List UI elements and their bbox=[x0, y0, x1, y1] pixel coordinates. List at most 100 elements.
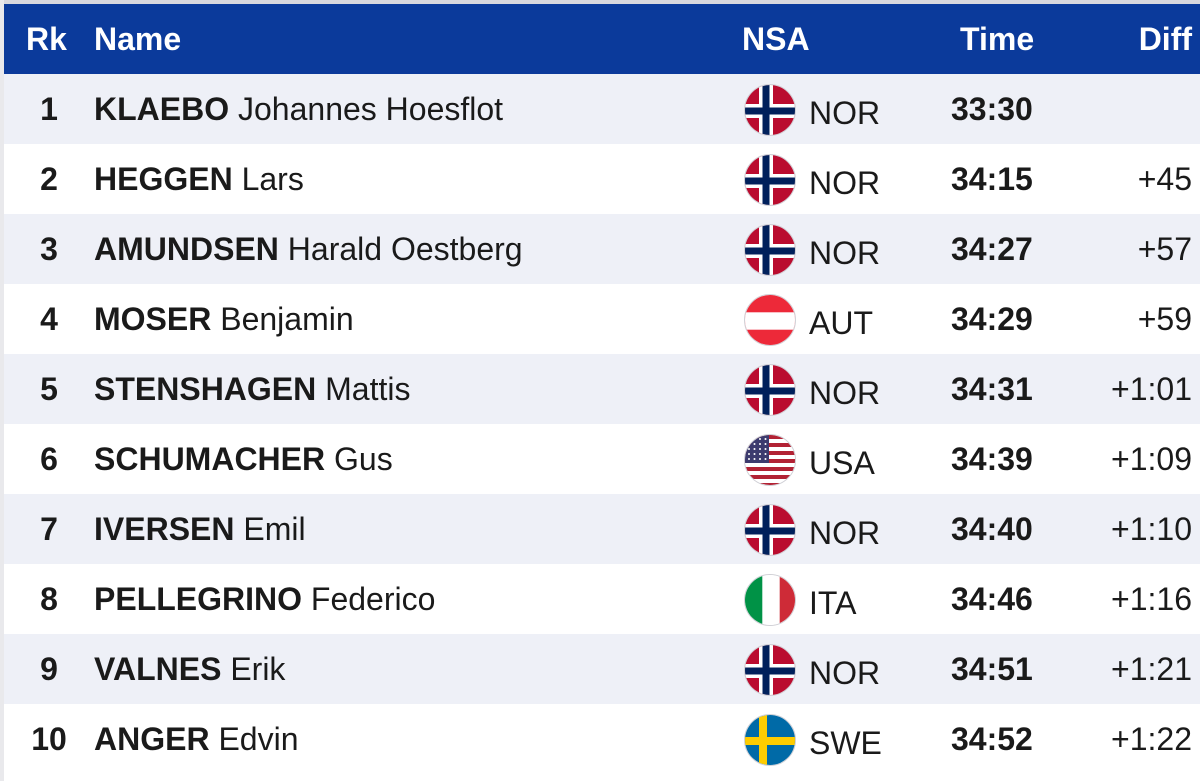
italy-flag-icon bbox=[744, 574, 796, 626]
table-row[interactable]: 7 IVERSEN Emil NOR 34:40 +1:10 bbox=[4, 494, 1200, 564]
athlete-last-name: SCHUMACHER bbox=[94, 441, 326, 477]
athlete-name-cell[interactable]: VALNES Erik bbox=[94, 634, 285, 704]
nsa-cell: NOR bbox=[809, 235, 881, 271]
athlete-first-name: Federico bbox=[310, 581, 436, 617]
athlete-name-cell[interactable]: IVERSEN Emil bbox=[94, 494, 306, 564]
rank-cell: 3 bbox=[40, 231, 58, 267]
athlete-first-name: Benjamin bbox=[220, 301, 354, 337]
time-cell: 34:39 bbox=[951, 441, 1033, 477]
time-cell: 34:46 bbox=[951, 581, 1033, 617]
rank-cell: 4 bbox=[40, 301, 58, 337]
athlete-last-name: ANGER bbox=[94, 721, 210, 757]
nsa-cell: ITA bbox=[809, 585, 857, 621]
header-diff[interactable]: Diff bbox=[1138, 21, 1192, 57]
nsa-cell: NOR bbox=[809, 515, 881, 551]
athlete-name-cell[interactable]: KLAEBO Johannes Hoesflot bbox=[94, 74, 503, 144]
athlete-last-name: KLAEBO bbox=[94, 91, 230, 127]
athlete-last-name: AMUNDSEN bbox=[94, 231, 279, 267]
norway-flag-icon bbox=[744, 224, 796, 276]
nsa-cell: NOR bbox=[809, 95, 881, 131]
athlete-name-cell[interactable]: HEGGEN Lars bbox=[94, 144, 304, 214]
nsa-cell: NOR bbox=[809, 655, 881, 691]
rank-cell: 8 bbox=[40, 581, 58, 617]
norway-flag-icon bbox=[744, 504, 796, 556]
time-cell: 34:40 bbox=[951, 511, 1033, 547]
header-name[interactable]: Name bbox=[94, 21, 182, 57]
table-row[interactable]: 1 KLAEBO Johannes Hoesflot NOR 33:30 bbox=[4, 74, 1200, 144]
time-cell: 33:30 bbox=[951, 91, 1033, 127]
time-cell: 34:29 bbox=[951, 301, 1033, 337]
table-row[interactable]: 9 VALNES Erik NOR 34:51 +1:21 bbox=[4, 634, 1200, 704]
top-border bbox=[0, 0, 1200, 4]
athlete-name-cell[interactable]: MOSER Benjamin bbox=[94, 284, 354, 354]
athlete-last-name: MOSER bbox=[94, 301, 212, 337]
table-body: 1 KLAEBO Johannes Hoesflot NOR 33:30 2 H… bbox=[4, 74, 1200, 774]
usa-flag-icon bbox=[744, 434, 796, 486]
athlete-first-name: Johannes Hoesflot bbox=[238, 91, 504, 127]
athlete-last-name: STENSHAGEN bbox=[94, 371, 317, 407]
sweden-flag-icon bbox=[744, 714, 796, 766]
athlete-name-cell[interactable]: PELLEGRINO Federico bbox=[94, 564, 435, 634]
time-cell: 34:27 bbox=[951, 231, 1033, 267]
athlete-first-name: Erik bbox=[230, 651, 286, 687]
athlete-name-cell[interactable]: SCHUMACHER Gus bbox=[94, 424, 393, 494]
nsa-cell: NOR bbox=[809, 375, 881, 411]
header-nsa[interactable]: NSA bbox=[742, 21, 810, 57]
athlete-first-name: Lars bbox=[241, 161, 304, 197]
results-table: Rk Name NSA Time Diff 1 KLAEBO Johannes … bbox=[4, 4, 1200, 774]
table-header: Rk Name NSA Time Diff bbox=[4, 4, 1200, 74]
nsa-cell: AUT bbox=[809, 305, 873, 341]
rank-cell: 7 bbox=[40, 511, 58, 547]
athlete-last-name: HEGGEN bbox=[94, 161, 233, 197]
nsa-cell: USA bbox=[809, 445, 875, 481]
table-row[interactable]: 2 HEGGEN Lars NOR 34:15 +45 bbox=[4, 144, 1200, 214]
header-time[interactable]: Time bbox=[960, 21, 1035, 57]
austria-flag-icon bbox=[744, 294, 796, 346]
diff-cell: +1:16 bbox=[1111, 581, 1192, 617]
norway-flag-icon bbox=[744, 154, 796, 206]
table-row[interactable]: 8 PELLEGRINO Federico ITA 34:46 +1:16 bbox=[4, 564, 1200, 634]
athlete-last-name: VALNES bbox=[94, 651, 222, 687]
table-row[interactable]: 5 STENSHAGEN Mattis NOR 34:31 +1:01 bbox=[4, 354, 1200, 424]
table-row[interactable]: 4 MOSER Benjamin AUT 34:29 +59 bbox=[4, 284, 1200, 354]
rank-cell: 5 bbox=[40, 371, 58, 407]
diff-cell: +57 bbox=[1137, 231, 1192, 267]
diff-cell: +1:21 bbox=[1111, 651, 1192, 687]
diff-cell: +1:09 bbox=[1111, 441, 1192, 477]
diff-cell: +45 bbox=[1137, 161, 1192, 197]
diff-cell: +1:01 bbox=[1111, 371, 1192, 407]
diff-cell: +59 bbox=[1137, 301, 1192, 337]
diff-cell: +1:22 bbox=[1111, 721, 1192, 757]
athlete-first-name: Gus bbox=[334, 441, 393, 477]
athlete-first-name: Emil bbox=[243, 511, 306, 547]
header-rank[interactable]: Rk bbox=[26, 21, 67, 57]
rank-cell: 10 bbox=[31, 721, 67, 757]
left-border bbox=[0, 0, 4, 781]
norway-flag-icon bbox=[744, 644, 796, 696]
athlete-name-cell[interactable]: STENSHAGEN Mattis bbox=[94, 354, 410, 424]
nsa-cell: NOR bbox=[809, 165, 881, 201]
athlete-last-name: IVERSEN bbox=[94, 511, 235, 547]
athlete-name-cell[interactable]: AMUNDSEN Harald Oestberg bbox=[94, 214, 523, 284]
athlete-last-name: PELLEGRINO bbox=[94, 581, 303, 617]
norway-flag-icon bbox=[744, 364, 796, 416]
time-cell: 34:31 bbox=[951, 371, 1033, 407]
time-cell: 34:15 bbox=[951, 161, 1033, 197]
rank-cell: 9 bbox=[40, 651, 58, 687]
rank-cell: 6 bbox=[40, 441, 58, 477]
rank-cell: 2 bbox=[40, 161, 58, 197]
athlete-first-name: Mattis bbox=[325, 371, 411, 407]
athlete-name-cell[interactable]: ANGER Edvin bbox=[94, 704, 299, 774]
table-row[interactable]: 6 SCHUMACHER Gus USA 34:39 +1:09 bbox=[4, 424, 1200, 494]
table-row[interactable]: 10 ANGER Edvin SWE 34:52 +1:22 bbox=[4, 704, 1200, 774]
table-row[interactable]: 3 AMUNDSEN Harald Oestberg NOR 34:27 +57 bbox=[4, 214, 1200, 284]
norway-flag-icon bbox=[744, 84, 796, 136]
nsa-cell: SWE bbox=[809, 725, 882, 761]
athlete-first-name: Edvin bbox=[218, 721, 299, 757]
time-cell: 34:51 bbox=[951, 651, 1033, 687]
diff-cell: +1:10 bbox=[1111, 511, 1192, 547]
athlete-first-name: Harald Oestberg bbox=[287, 231, 523, 267]
rank-cell: 1 bbox=[40, 91, 58, 127]
time-cell: 34:52 bbox=[951, 721, 1033, 757]
